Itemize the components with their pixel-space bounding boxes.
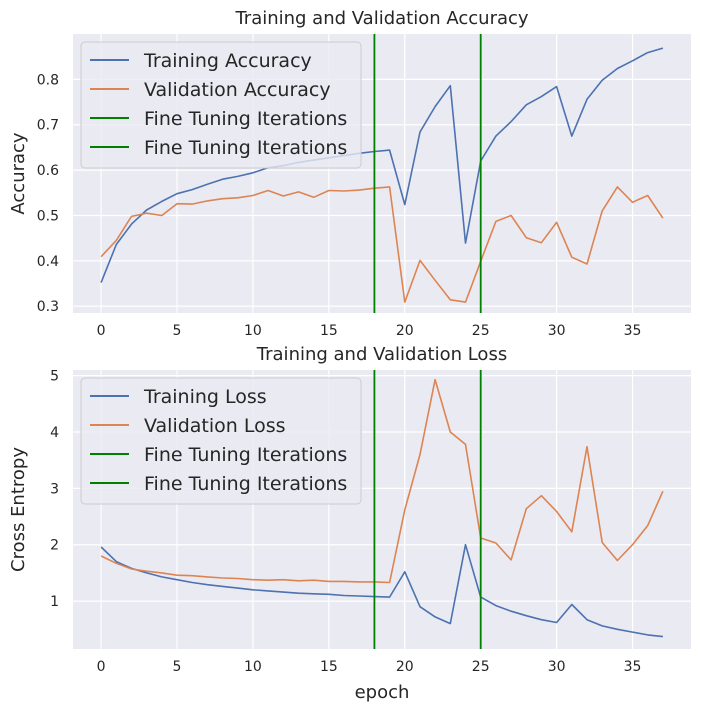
legend-label: Validation Loss	[144, 415, 286, 437]
y-axis-label: Cross Entropy	[8, 447, 29, 572]
legend-label: Fine Tuning Iterations	[144, 108, 347, 130]
chart-panel-2: 0 5 10 15 20 25 30 35 1 2 3 4 5 Training and Validati…	[8, 344, 691, 703]
x-tick-label: 30	[548, 323, 566, 339]
x-tick-label: 0	[97, 659, 106, 675]
chart-panel-1: 0 5 10 15 20 25 30 35 0.3 0.4 0.5 0.6 0.7 0.8 Training…	[8, 8, 691, 339]
y-tick-label: 0.4	[37, 254, 59, 270]
y-tick-label: 4	[50, 425, 59, 441]
y-axis-label: Accuracy	[8, 132, 29, 215]
y-tick-label: 0.7	[37, 118, 59, 134]
legend-label: Validation Accuracy	[144, 79, 331, 101]
series-line-1	[100, 543, 663, 638]
x-tick-label: 35	[624, 659, 642, 675]
legend-box	[80, 41, 362, 169]
legend-label: Fine Tuning Iterations	[144, 444, 347, 466]
legend: Training Accuracy Validation Accuracy Fine…	[80, 41, 362, 169]
series-line-1	[100, 47, 664, 283]
legend-label: Fine Tuning Iterations	[144, 137, 347, 159]
y-tick-label: 3	[50, 481, 59, 497]
series-line-2	[100, 378, 664, 584]
x-tick-label: 15	[320, 659, 338, 675]
x-tick-label: 5	[173, 323, 182, 339]
y-tick-label: 5	[50, 369, 59, 385]
x-axis-label: epoch	[355, 682, 410, 703]
legend-box	[80, 377, 362, 505]
legend-label: Fine Tuning Iterations	[144, 473, 347, 495]
chart-title: Training and Validation Loss	[256, 344, 507, 365]
x-tick-label: 20	[396, 659, 414, 675]
x-tick-label: 15	[320, 323, 338, 339]
y-tick-label: 2	[50, 538, 59, 554]
legend: Training Loss Validation Loss Fine Tuning …	[80, 377, 362, 505]
y-tick-label: 0.8	[37, 72, 59, 88]
x-tick-label: 5	[173, 659, 182, 675]
x-tick-label: 35	[624, 323, 642, 339]
x-tick-label: 25	[472, 659, 490, 675]
series-line-2	[100, 186, 664, 303]
y-tick-label: 1	[50, 594, 59, 610]
x-tick-label: 30	[548, 659, 566, 675]
y-tick-label: 0.5	[37, 208, 59, 224]
legend-label: Training Loss	[143, 386, 267, 408]
chart-title: Training and Validation Accuracy	[234, 8, 528, 29]
x-tick-label: 20	[396, 323, 414, 339]
x-tick-label: 10	[244, 323, 262, 339]
y-tick-label: 0.3	[37, 299, 59, 315]
x-tick-label: 25	[472, 323, 490, 339]
legend-label: Training Accuracy	[143, 50, 312, 72]
x-tick-label: 0	[97, 323, 106, 339]
y-tick-label: 0.6	[37, 163, 59, 179]
x-tick-label: 10	[244, 659, 262, 675]
